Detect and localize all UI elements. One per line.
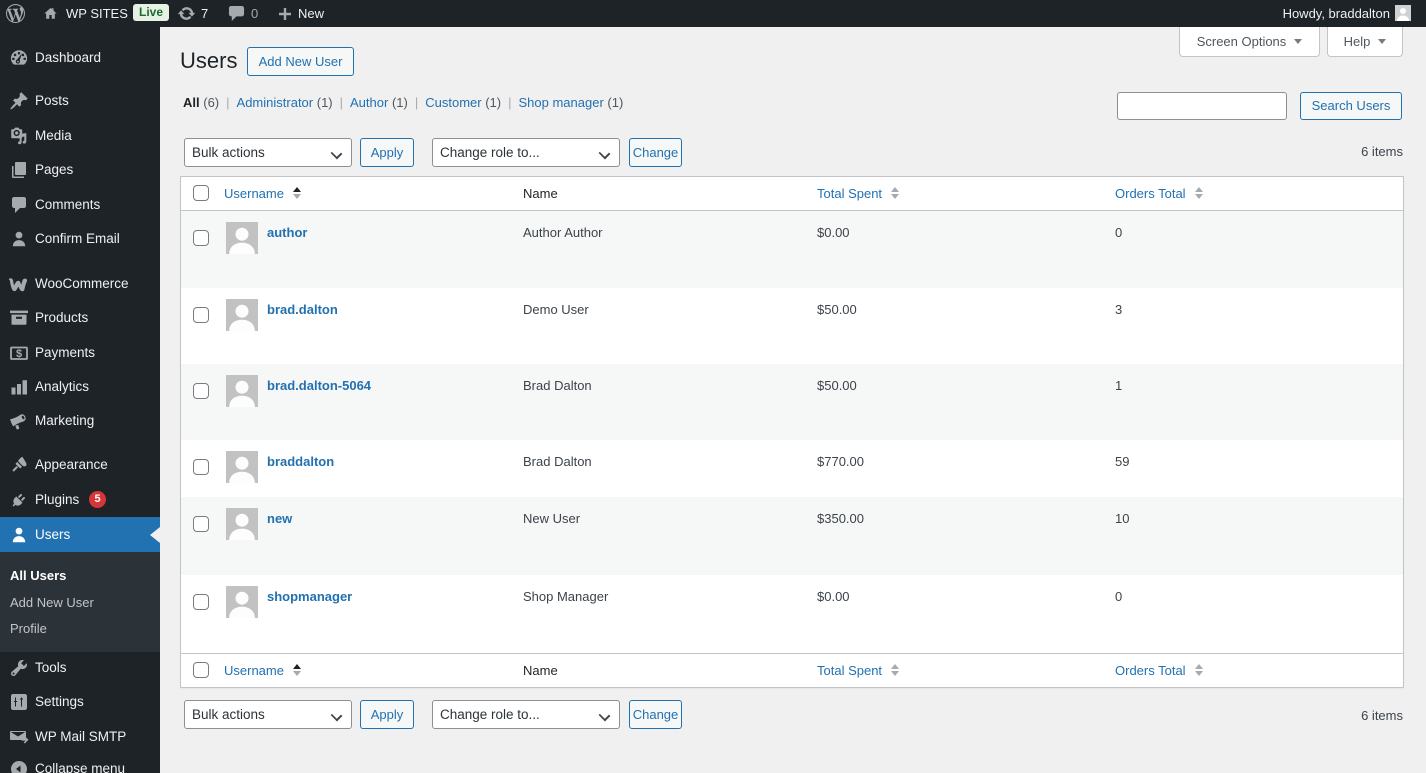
svg-text:$: $ <box>16 348 22 360</box>
